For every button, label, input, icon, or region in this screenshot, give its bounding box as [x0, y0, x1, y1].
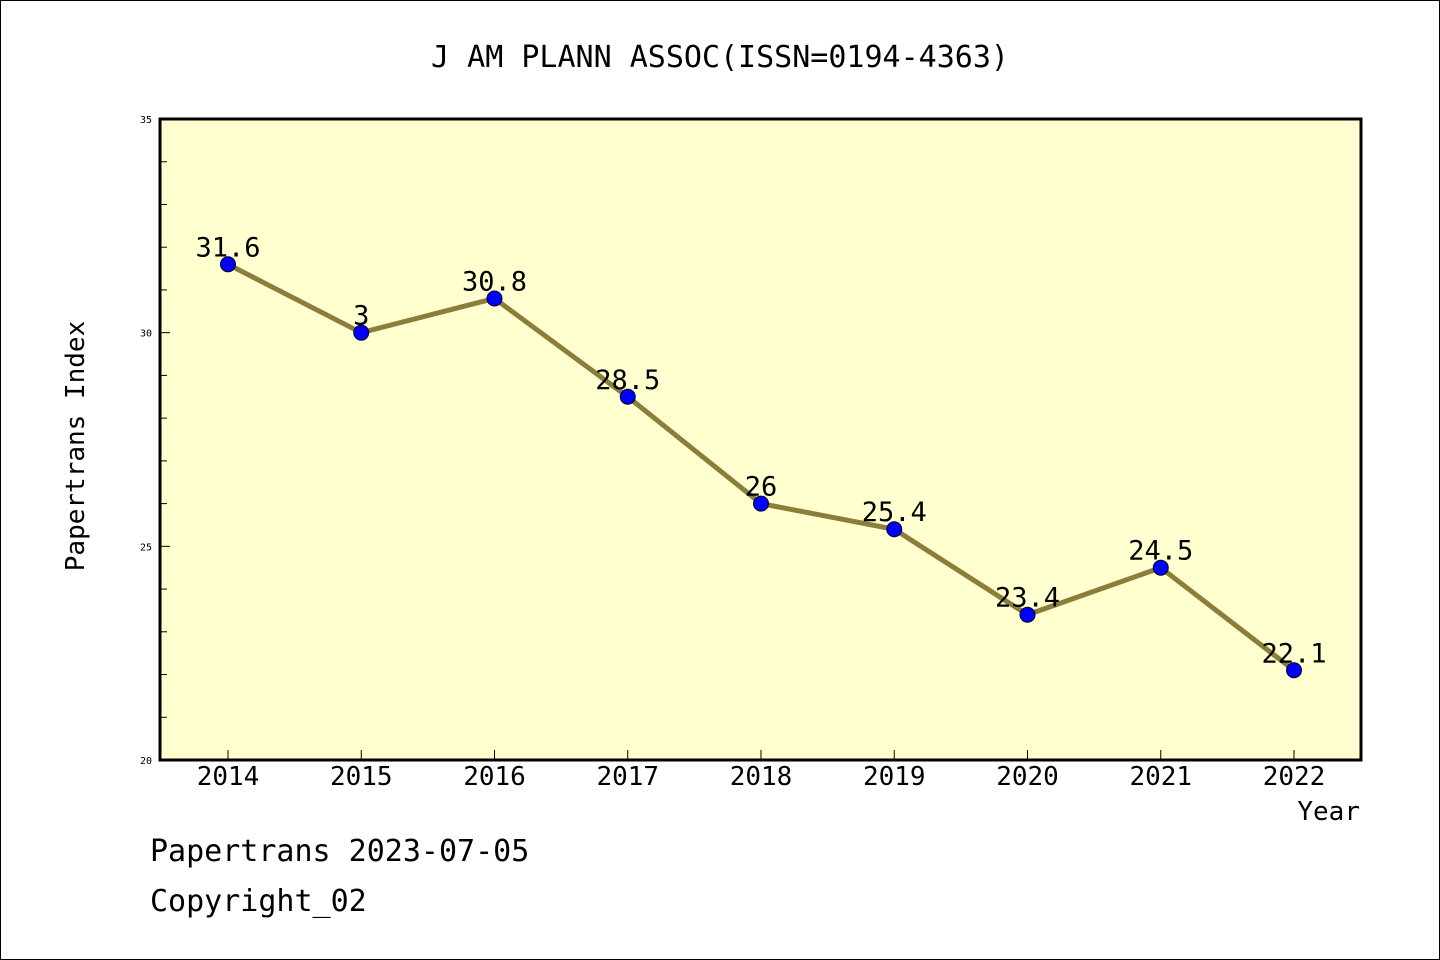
data-point: [1152, 559, 1169, 576]
x-tick-label: 2018: [730, 762, 793, 792]
data-point: [886, 521, 903, 538]
data-label: 25.4: [862, 497, 927, 528]
y-axis-ticks: 20 25 30 35: [140, 115, 170, 767]
data-labels-group: 31.6 3 30.8 28.5 26 25.4 23.4 24.5 22.1: [195, 232, 1326, 669]
x-tick-label: 2017: [596, 762, 659, 792]
data-point: [1019, 606, 1036, 623]
data-label: 22.1: [1261, 638, 1326, 669]
data-label: 28.5: [595, 365, 660, 396]
footer-copyright: Copyright_02: [150, 884, 367, 919]
x-tick-label: 2020: [996, 762, 1059, 792]
data-point: [1286, 662, 1302, 679]
y-axis-label: Papertrans Index: [61, 321, 91, 571]
x-axis-label: Year: [1297, 797, 1360, 827]
x-tick-label: 2015: [330, 762, 393, 792]
data-label: 30.8: [462, 266, 527, 297]
data-point: [220, 256, 236, 273]
data-point: [619, 388, 636, 405]
chart-title: J AM PLANN ASSOC(ISSN=0194-4363): [431, 40, 1009, 75]
data-point: [353, 324, 370, 341]
data-label: 26: [745, 472, 778, 503]
data-label: 23.4: [995, 583, 1060, 614]
x-axis-ticks: 2014 2015 2016 2017 2018 2019 2020 2021 2022: [197, 750, 1326, 792]
data-label: 31.6: [195, 232, 260, 263]
y-tick-label: 35: [140, 115, 152, 126]
data-point: [486, 290, 503, 307]
y-tick-label: 30: [140, 329, 152, 340]
x-tick-label: 2019: [863, 762, 926, 792]
x-tick-label: 2016: [463, 762, 526, 792]
plot-area: [158, 117, 1363, 762]
x-tick-label: 2014: [197, 762, 260, 792]
x-tick-label: 2021: [1129, 762, 1192, 792]
data-label: 24.5: [1128, 536, 1193, 567]
y-tick-label: 25: [140, 542, 152, 553]
x-tick-label: 2022: [1263, 762, 1326, 792]
data-point: [753, 495, 769, 512]
series-points-group: [220, 256, 1302, 679]
y-tick-label: 20: [140, 756, 152, 767]
footer-date: Papertrans 2023-07-05: [150, 834, 530, 869]
data-label: 3: [353, 301, 369, 332]
